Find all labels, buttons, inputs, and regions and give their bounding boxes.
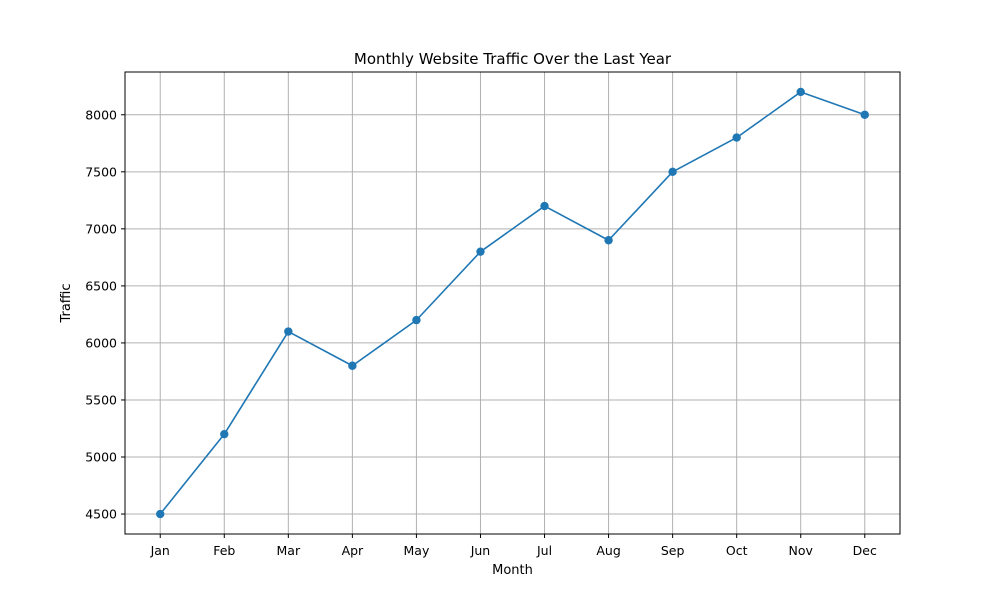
y-tick-label: 7500 xyxy=(85,164,117,179)
axis-ticks: Jan Feb Mar Apr May Jun Jul Aug Sep Oct Nov Dec 4500… xyxy=(85,107,877,558)
data-point-dec xyxy=(860,110,869,119)
data-point-oct xyxy=(732,133,741,142)
x-tick-label: Apr xyxy=(342,543,364,558)
series-line xyxy=(159,91,866,515)
x-tick-label: May xyxy=(404,543,430,558)
data-point-sep xyxy=(668,167,677,177)
data-point-jan xyxy=(156,509,165,519)
x-tick-label: Feb xyxy=(213,543,235,558)
plot-frame xyxy=(124,71,901,535)
x-tick-label: Dec xyxy=(853,543,877,558)
data-point-jun xyxy=(476,247,485,256)
data-point-may xyxy=(412,315,421,325)
y-axis-label: Traffic xyxy=(59,283,74,323)
y-tick-label: 6500 xyxy=(85,278,117,293)
x-tick-label: Jun xyxy=(470,543,491,558)
series-layer xyxy=(156,87,869,519)
data-point-apr xyxy=(348,361,357,370)
y-tick-label: 7000 xyxy=(85,221,117,236)
data-point-jul xyxy=(540,201,549,211)
data-point-aug xyxy=(604,236,613,245)
chart-title: Monthly Website Traffic Over the Last Ye… xyxy=(354,50,672,68)
data-point-mar xyxy=(284,327,293,336)
data-point-feb xyxy=(220,429,229,439)
x-tick-label: Nov xyxy=(789,543,814,558)
y-tick-label: 4500 xyxy=(85,507,117,522)
y-tick-label: 6000 xyxy=(85,335,117,350)
y-tick-label: 5500 xyxy=(85,392,117,407)
x-axis-label: Month xyxy=(492,563,533,578)
y-tick-label: 5000 xyxy=(85,450,117,465)
data-point-nov xyxy=(796,87,805,97)
x-tick-label: Jan xyxy=(150,543,170,558)
x-tick-label: Mar xyxy=(277,543,301,558)
grid-lines xyxy=(125,72,900,534)
x-tick-label: Sep xyxy=(661,543,685,558)
x-tick-label: Oct xyxy=(726,543,748,558)
y-tick-label: 8000 xyxy=(85,107,117,122)
x-tick-label: Aug xyxy=(596,543,620,558)
x-tick-label: Jul xyxy=(536,543,552,558)
